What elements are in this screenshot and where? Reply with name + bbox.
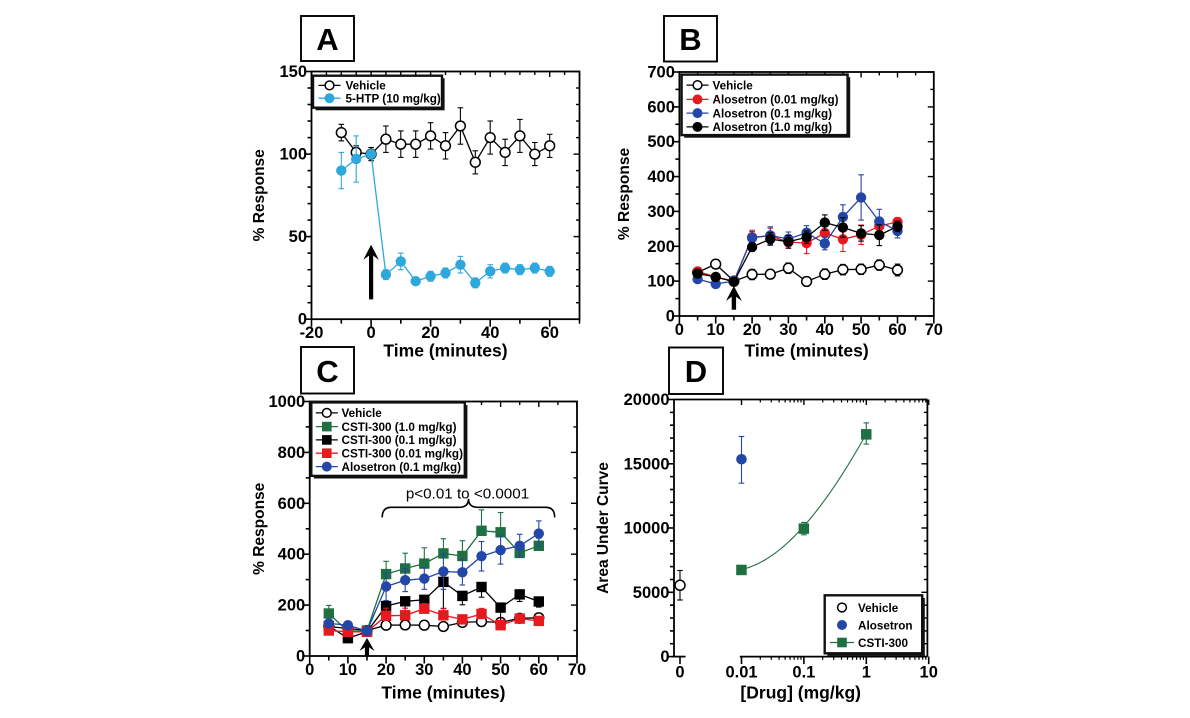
- svg-text:100: 100: [647, 273, 675, 291]
- svg-text:Time (minutes): Time (minutes): [745, 341, 869, 361]
- svg-text:Vehicle: Vehicle: [713, 79, 754, 92]
- svg-text:CSTI-300 (1.0 mg/kg): CSTI-300 (1.0 mg/kg): [342, 421, 457, 434]
- svg-text:0.01: 0.01: [725, 664, 757, 682]
- svg-text:500: 500: [647, 133, 675, 151]
- svg-text:Alosetron (0.1 mg/kg): Alosetron (0.1 mg/kg): [342, 461, 462, 474]
- svg-text:70: 70: [568, 661, 586, 679]
- svg-text:CSTI-300 (0.1 mg/kg): CSTI-300 (0.1 mg/kg): [342, 434, 457, 447]
- svg-text:50: 50: [491, 661, 509, 679]
- svg-text:% Response: % Response: [616, 148, 633, 241]
- svg-text:% Response: % Response: [251, 482, 268, 575]
- svg-text:700: 700: [647, 64, 675, 82]
- svg-text:50: 50: [852, 321, 870, 339]
- svg-text:0: 0: [675, 664, 684, 682]
- svg-text:-20: -20: [300, 324, 324, 342]
- svg-text:0: 0: [367, 324, 376, 342]
- svg-text:Alosetron (0.01 mg/kg): Alosetron (0.01 mg/kg): [713, 94, 839, 107]
- svg-text:800: 800: [278, 444, 306, 462]
- svg-text:20: 20: [421, 324, 439, 342]
- svg-text:300: 300: [647, 203, 675, 221]
- svg-text:[Drug] (mg/kg): [Drug] (mg/kg): [740, 683, 861, 703]
- svg-text:p<0.01 to <0.0001: p<0.01 to <0.0001: [406, 486, 529, 503]
- svg-text:D: D: [685, 354, 707, 389]
- svg-text:1000: 1000: [268, 393, 305, 411]
- svg-text:60: 60: [530, 661, 548, 679]
- svg-text:A: A: [316, 22, 338, 57]
- svg-text:Alosetron (0.1 mg/kg): Alosetron (0.1 mg/kg): [713, 107, 833, 120]
- svg-text:% Response: % Response: [251, 149, 268, 242]
- svg-text:Alosetron (1.0 mg/kg): Alosetron (1.0 mg/kg): [713, 121, 833, 134]
- svg-text:400: 400: [647, 168, 675, 186]
- svg-text:Time (minutes): Time (minutes): [383, 341, 507, 361]
- svg-text:600: 600: [278, 495, 306, 513]
- svg-text:CSTI-300: CSTI-300: [858, 637, 909, 650]
- svg-text:0: 0: [675, 321, 684, 339]
- svg-text:40: 40: [481, 324, 499, 342]
- svg-text:1: 1: [862, 664, 871, 682]
- svg-text:50: 50: [289, 228, 307, 246]
- svg-text:200: 200: [647, 238, 675, 256]
- svg-text:5000: 5000: [633, 584, 670, 602]
- svg-text:5-HTP (10 mg/kg): 5-HTP (10 mg/kg): [346, 93, 441, 106]
- svg-text:60: 60: [541, 324, 559, 342]
- svg-text:20000: 20000: [624, 391, 670, 409]
- svg-text:0: 0: [296, 648, 305, 666]
- svg-text:Alosetron: Alosetron: [858, 619, 913, 632]
- svg-text:0: 0: [666, 308, 675, 326]
- svg-text:600: 600: [647, 98, 675, 116]
- svg-text:40: 40: [453, 661, 471, 679]
- svg-text:15000: 15000: [624, 455, 670, 473]
- svg-text:C: C: [316, 354, 338, 389]
- svg-text:Vehicle: Vehicle: [342, 407, 383, 420]
- svg-text:200: 200: [278, 597, 306, 615]
- svg-text:20: 20: [377, 661, 395, 679]
- svg-text:400: 400: [278, 546, 306, 564]
- svg-text:40: 40: [816, 321, 834, 339]
- svg-text:60: 60: [888, 321, 906, 339]
- svg-text:10000: 10000: [624, 520, 670, 538]
- svg-text:B: B: [679, 22, 701, 57]
- svg-text:20: 20: [743, 321, 761, 339]
- svg-text:Vehicle: Vehicle: [858, 602, 899, 615]
- svg-text:100: 100: [279, 146, 307, 164]
- svg-text:0.1: 0.1: [792, 664, 815, 682]
- svg-text:10: 10: [920, 664, 938, 682]
- svg-text:CSTI-300 (0.01 mg/kg): CSTI-300 (0.01 mg/kg): [342, 448, 464, 461]
- svg-text:0: 0: [305, 661, 314, 679]
- svg-text:70: 70: [925, 321, 943, 339]
- svg-text:10: 10: [707, 321, 725, 339]
- svg-text:0: 0: [660, 648, 669, 666]
- svg-text:30: 30: [779, 321, 797, 339]
- svg-text:Vehicle: Vehicle: [346, 80, 387, 93]
- svg-text:10: 10: [339, 661, 357, 679]
- svg-text:Area Under Curve: Area Under Curve: [595, 462, 612, 594]
- svg-text:Time (minutes): Time (minutes): [381, 683, 505, 703]
- svg-text:150: 150: [279, 63, 307, 81]
- svg-text:30: 30: [415, 661, 433, 679]
- svg-text:0: 0: [298, 311, 307, 329]
